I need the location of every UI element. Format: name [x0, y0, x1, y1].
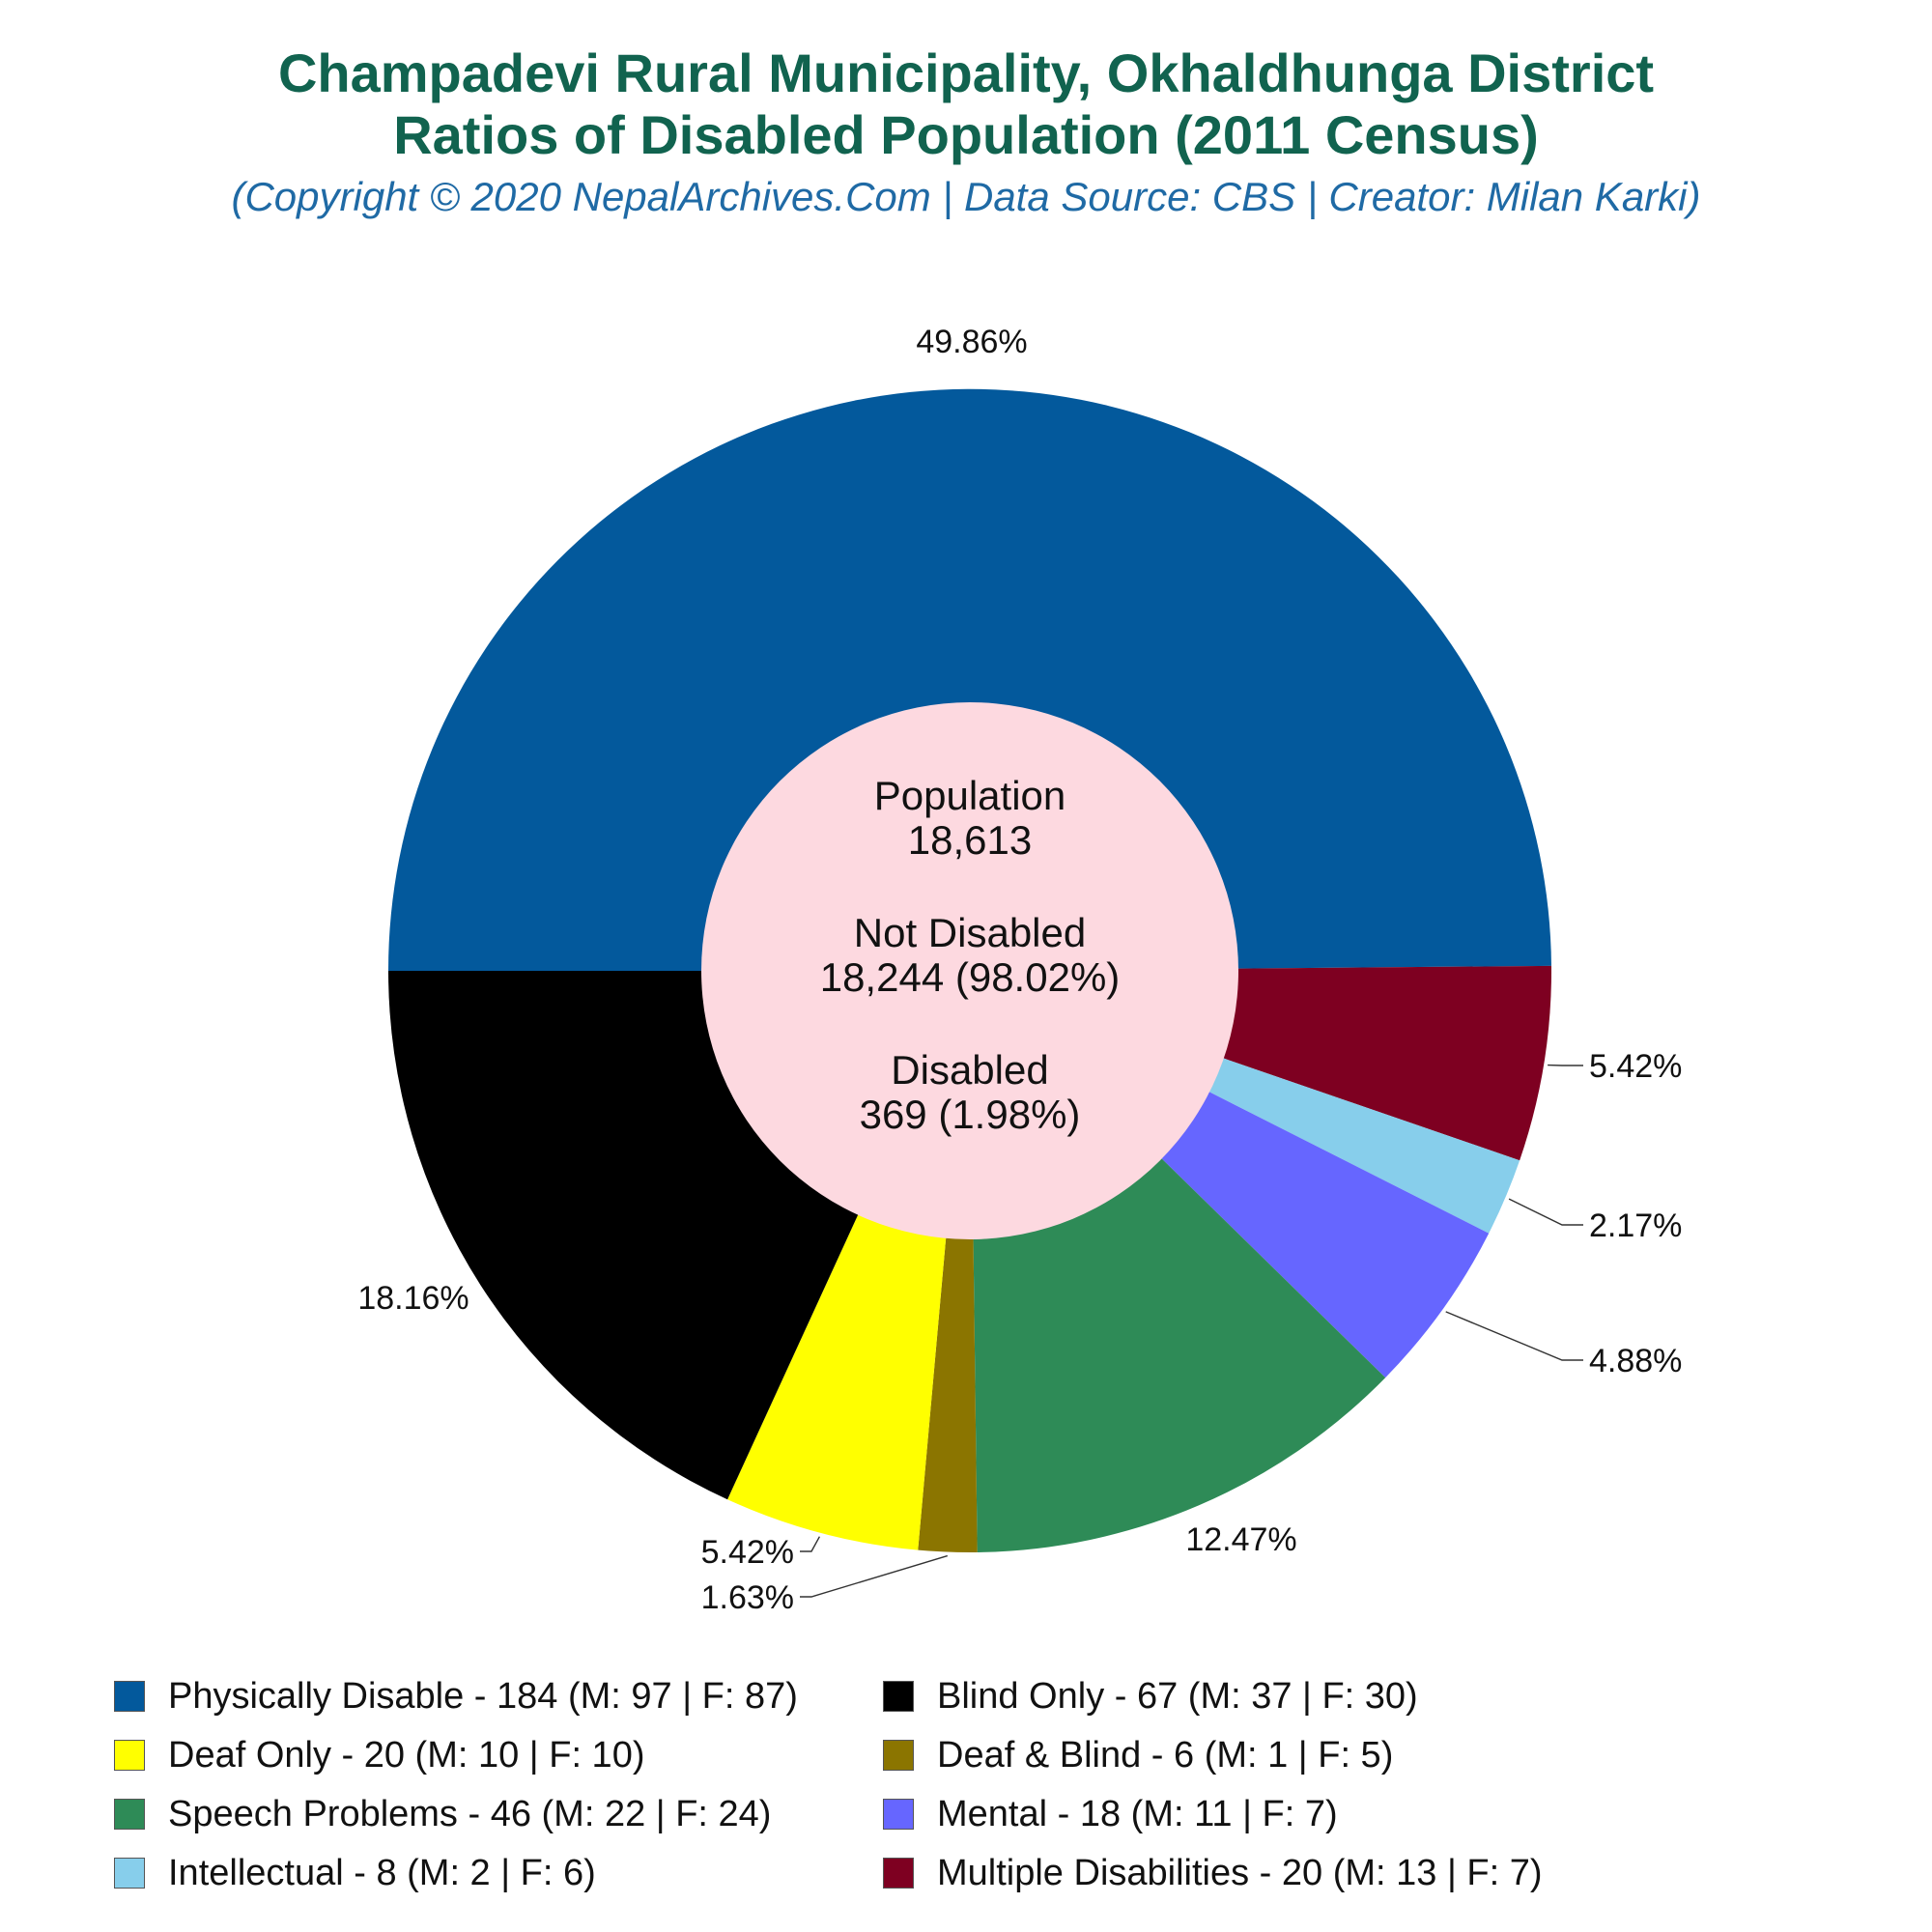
- legend-swatch: [883, 1740, 914, 1771]
- legend-item: Deaf Only - 20 (M: 10 | F: 10): [114, 1728, 644, 1782]
- slice-percent-label: 4.88%: [1589, 1343, 1682, 1379]
- center-population-value: 18,613: [908, 817, 1032, 863]
- chart-subtitle: (Copyright © 2020 NepalArchives.Com | Da…: [231, 174, 1701, 219]
- legend-swatch: [114, 1681, 145, 1712]
- chart-title-line-1: Champadevi Rural Municipality, Okhaldhun…: [277, 43, 1655, 103]
- slice-percent-label: 5.42%: [1589, 1048, 1682, 1085]
- legend-item: Multiple Disabilities - 20 (M: 13 | F: 7…: [883, 1846, 1543, 1900]
- legend-item: Physically Disable - 184 (M: 97 | F: 87): [114, 1669, 798, 1723]
- legend-label: Deaf Only - 20 (M: 10 | F: 10): [168, 1734, 645, 1776]
- slice-percent-label: 1.63%: [701, 1579, 794, 1616]
- legend-label: Blind Only - 67 (M: 37 | F: 30): [937, 1675, 1418, 1717]
- slice-percent-label: 49.86%: [916, 324, 1027, 360]
- slice-percent-label: 12.47%: [1185, 1521, 1296, 1558]
- legend-label: Mental - 18 (M: 11 | F: 7): [937, 1793, 1338, 1834]
- legend-swatch: [883, 1681, 914, 1712]
- leader-line: [800, 1554, 949, 1598]
- slice-percent-label: 18.16%: [357, 1280, 469, 1317]
- chart-title-line-2: Ratios of Disabled Population (2011 Cens…: [393, 104, 1539, 165]
- center-population-label: Population: [874, 773, 1066, 818]
- legend-swatch: [114, 1858, 145, 1889]
- slice-percent-label: 2.17%: [1589, 1208, 1682, 1244]
- legend-label: Physically Disable - 184 (M: 97 | F: 87): [168, 1675, 798, 1717]
- legend-item: Blind Only - 67 (M: 37 | F: 30): [883, 1669, 1418, 1723]
- pie-slice: [387, 388, 1551, 972]
- legend-swatch: [114, 1740, 145, 1771]
- legend-label: Deaf & Blind - 6 (M: 1 | F: 5): [937, 1734, 1394, 1776]
- legend-label: Intellectual - 8 (M: 2 | F: 6): [168, 1852, 596, 1893]
- legend-item: Deaf & Blind - 6 (M: 1 | F: 5): [883, 1728, 1393, 1782]
- slice-percent-label: 5.42%: [701, 1534, 794, 1571]
- legend-swatch: [883, 1858, 914, 1889]
- center-disabled-label: Disabled: [891, 1047, 1048, 1093]
- legend-item: Mental - 18 (M: 11 | F: 7): [883, 1787, 1338, 1841]
- leader-line: [1508, 1198, 1583, 1226]
- legend-swatch: [883, 1799, 914, 1830]
- legend-label: Speech Problems - 46 (M: 22 | F: 24): [168, 1793, 772, 1834]
- leader-line: [800, 1536, 821, 1552]
- center-circle: [701, 702, 1238, 1239]
- leader-line: [1445, 1311, 1583, 1361]
- legend-item: Speech Problems - 46 (M: 22 | F: 24): [114, 1787, 771, 1841]
- legend-swatch: [114, 1799, 145, 1830]
- center-not-disabled-value: 18,244 (98.02%): [820, 954, 1121, 1000]
- center-not-disabled-label: Not Disabled: [854, 910, 1086, 955]
- legend-item: Intellectual - 8 (M: 2 | F: 6): [114, 1846, 596, 1900]
- center-disabled-value: 369 (1.98%): [860, 1092, 1081, 1137]
- legend-label: Multiple Disabilities - 20 (M: 13 | F: 7…: [937, 1852, 1543, 1893]
